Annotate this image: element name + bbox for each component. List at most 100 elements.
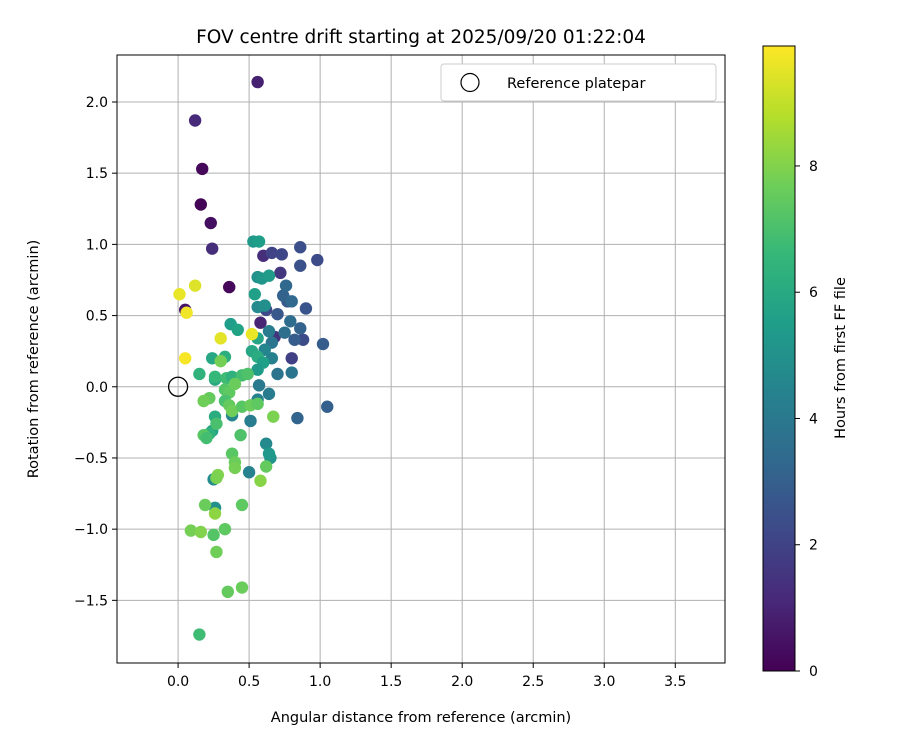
grid bbox=[117, 55, 725, 663]
x-tick-label: 2.5 bbox=[522, 674, 544, 690]
scatter-point bbox=[251, 75, 264, 89]
scatter-point bbox=[225, 404, 239, 418]
scatter-point bbox=[245, 327, 259, 341]
scatter-point bbox=[265, 246, 279, 260]
colorbar: 0 2 4 6 8 Hours from first FF file bbox=[762, 45, 849, 680]
scatter-point bbox=[285, 352, 298, 365]
scatter-point bbox=[200, 431, 213, 445]
scatter-point bbox=[228, 461, 242, 475]
y-tick-label: −1.5 bbox=[74, 593, 108, 609]
scatter-point bbox=[294, 322, 307, 335]
scatter-point bbox=[294, 259, 307, 272]
scatter-point bbox=[262, 387, 276, 401]
scatter-point bbox=[188, 279, 202, 292]
scatter-point bbox=[223, 280, 236, 294]
scatter-points bbox=[173, 75, 334, 641]
scatter-point bbox=[267, 410, 280, 423]
scatter-point bbox=[218, 522, 232, 536]
scatter-point bbox=[207, 528, 220, 542]
scatter-point bbox=[299, 302, 313, 315]
scatter-point bbox=[262, 447, 276, 460]
scatter-point bbox=[208, 370, 222, 383]
scatter-point bbox=[214, 354, 227, 368]
scatter-point bbox=[193, 367, 206, 381]
scatter-point bbox=[271, 367, 284, 381]
x-tick-label: 2.0 bbox=[451, 674, 473, 690]
scatter-point bbox=[194, 198, 208, 211]
scatter-point bbox=[251, 363, 264, 376]
colorbar-tick-label: 6 bbox=[809, 285, 818, 301]
reference-platepar-marker-layer bbox=[167, 376, 189, 397]
scatter-point bbox=[188, 114, 202, 127]
colorbar-tick-label: 4 bbox=[809, 411, 818, 427]
scatter-point bbox=[221, 585, 235, 599]
scatter-point bbox=[262, 325, 276, 338]
scatter-point bbox=[285, 295, 298, 308]
scatter-point bbox=[244, 414, 257, 428]
scatter-point bbox=[214, 332, 227, 345]
scatter-point bbox=[248, 288, 261, 301]
colorbar-tick-label: 8 bbox=[809, 159, 818, 175]
scatter-point bbox=[278, 326, 291, 339]
scatter-point bbox=[241, 367, 254, 381]
scatter-point bbox=[311, 253, 324, 267]
scatter-point bbox=[210, 545, 223, 559]
legend: Reference platepar bbox=[440, 63, 717, 102]
y-tick-label: 0.5 bbox=[86, 309, 108, 325]
y-tick-label: 0.0 bbox=[86, 380, 108, 396]
legend-entry-reference-platepar: Reference platepar bbox=[507, 76, 645, 92]
scatter-point bbox=[252, 379, 266, 392]
scatter-point bbox=[259, 460, 273, 473]
colorbar-gradient bbox=[762, 45, 796, 672]
x-tick-label: 0.0 bbox=[167, 674, 189, 690]
scatter-point bbox=[258, 299, 271, 312]
scatter-point bbox=[234, 428, 247, 442]
scatter-point bbox=[235, 498, 249, 512]
scatter-point bbox=[288, 333, 301, 346]
scatter-point bbox=[291, 411, 304, 425]
scatter-point bbox=[316, 337, 330, 351]
y-axis-label: Rotation from reference (arcmin) bbox=[26, 240, 42, 479]
plot-frame bbox=[116, 54, 726, 664]
scatter-point bbox=[279, 279, 293, 292]
scatter-point bbox=[235, 581, 249, 594]
y-tick-label: 1.5 bbox=[86, 166, 108, 182]
scatter-point bbox=[321, 400, 334, 413]
colorbar-ticks: 0 2 4 6 8 bbox=[795, 159, 818, 680]
x-tick-label: 1.0 bbox=[309, 674, 331, 690]
colorbar-tick-label: 0 bbox=[809, 664, 818, 680]
scatter-point bbox=[204, 216, 217, 230]
scatter-point bbox=[275, 248, 288, 261]
scatter-point bbox=[184, 524, 198, 537]
scatter-point bbox=[294, 241, 307, 254]
scatter-point bbox=[197, 394, 210, 408]
scatter-point bbox=[231, 323, 244, 337]
y-tick-label: 1.0 bbox=[86, 237, 108, 253]
scatter-point bbox=[194, 525, 208, 539]
scatter-point bbox=[259, 437, 273, 450]
scatter-point bbox=[271, 307, 284, 321]
scatter-point bbox=[262, 269, 276, 282]
scatter-point bbox=[296, 333, 310, 346]
x-tick-label: 3.5 bbox=[664, 674, 686, 690]
y-tick-label: −0.5 bbox=[74, 451, 108, 467]
scatter-point bbox=[173, 288, 186, 301]
x-tick-label: 0.5 bbox=[238, 674, 260, 690]
x-tick-label: 1.5 bbox=[380, 674, 402, 690]
scatter-point bbox=[180, 306, 193, 319]
y-tick-label: 2.0 bbox=[86, 95, 108, 111]
scatter-point bbox=[254, 474, 267, 487]
x-axis-label: Angular distance from reference (arcmin) bbox=[271, 710, 571, 726]
x-axis-ticks: 0.0 0.5 1.0 1.5 2.0 2.5 3.0 3.5 bbox=[167, 663, 686, 690]
scatter-point bbox=[196, 162, 209, 176]
scatter-point bbox=[251, 397, 264, 411]
legend-box bbox=[440, 63, 717, 102]
chart-title: FOV centre drift starting at 2025/09/20 … bbox=[196, 27, 646, 48]
scatter-point bbox=[178, 352, 192, 365]
scatter-point bbox=[252, 235, 266, 248]
scatter-point bbox=[210, 471, 223, 485]
scatter-point bbox=[210, 417, 223, 430]
x-tick-label: 3.0 bbox=[593, 674, 615, 690]
scatter-point bbox=[193, 628, 206, 641]
